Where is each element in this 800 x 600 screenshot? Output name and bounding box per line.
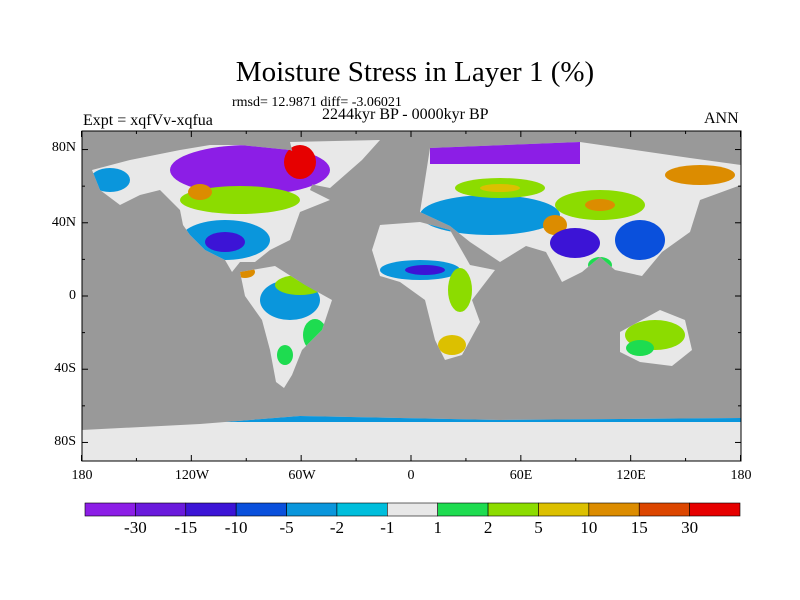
lat-label: 40S — [54, 361, 76, 376]
colorbar-box — [588, 502, 640, 517]
lon-label: 180 — [730, 468, 752, 483]
colorbar-box — [638, 502, 690, 517]
colorbar-box — [437, 502, 489, 517]
lon-label: 120E — [616, 468, 646, 483]
colorbar-box — [487, 502, 539, 517]
colorbar-label: -30 — [124, 518, 147, 537]
colorbar-label: -1 — [380, 518, 395, 537]
lat-label: 80S — [54, 434, 76, 449]
field-blob — [665, 165, 735, 185]
colorbar-box — [185, 502, 237, 517]
lat-label: 80N — [51, 140, 76, 155]
colorbar — [84, 502, 741, 517]
lon-label: 0 — [407, 468, 415, 483]
lon-label: 180 — [71, 468, 93, 483]
field-blob — [543, 215, 567, 235]
colorbar-box — [286, 502, 338, 517]
field-blob — [585, 199, 615, 211]
field-blob — [438, 335, 466, 355]
colorbar-box — [387, 502, 438, 517]
axis-ticks — [80, 131, 742, 461]
field-blob — [90, 168, 130, 192]
colorbar-label: 2 — [483, 518, 493, 537]
field-blob — [626, 340, 654, 356]
lon-label: 60W — [288, 468, 316, 483]
colorbar-label: -5 — [279, 518, 294, 537]
field-blob — [188, 184, 212, 200]
field-blob — [405, 265, 445, 275]
lon-label: 120W — [174, 468, 210, 483]
colorbar-label: 15 — [630, 518, 648, 537]
period-text: 2244kyr BP - 0000kyr BP — [322, 106, 489, 123]
stats-text: rmsd= 12.9871 diff= -3.06021 — [232, 95, 402, 110]
colorbar-box — [135, 502, 187, 517]
colorbar-box — [235, 502, 287, 517]
colorbar-label: -10 — [224, 518, 248, 537]
colorbar-box — [336, 502, 388, 517]
colorbar-box — [538, 502, 590, 517]
plot-title: Moisture Stress in Layer 1 (%) — [235, 56, 595, 88]
colorbar-label: 5 — [534, 518, 543, 537]
colorbar-label: 10 — [580, 518, 598, 537]
field-blob — [205, 232, 245, 252]
field-blob — [430, 142, 580, 164]
colorbar-box — [84, 502, 136, 517]
colorbar-label: -15 — [174, 518, 198, 537]
field-blob — [284, 145, 316, 179]
season-label: ANN — [704, 110, 739, 127]
lat-label: 0 — [69, 288, 76, 303]
colorbar-label: 1 — [433, 518, 442, 537]
field-blob — [480, 184, 520, 192]
lat-label: 40N — [51, 215, 76, 230]
field-blob — [448, 268, 472, 312]
field-blob — [615, 220, 665, 260]
colorbar-label: -2 — [329, 518, 344, 537]
field-blob — [550, 228, 600, 258]
field-blob — [277, 345, 293, 365]
field-blob — [420, 195, 560, 235]
experiment-label: Expt = xqfVv-xqfua — [83, 112, 213, 129]
colorbar-box — [689, 502, 741, 517]
lon-label: 60E — [509, 468, 533, 483]
colorbar-label: 30 — [681, 518, 699, 537]
